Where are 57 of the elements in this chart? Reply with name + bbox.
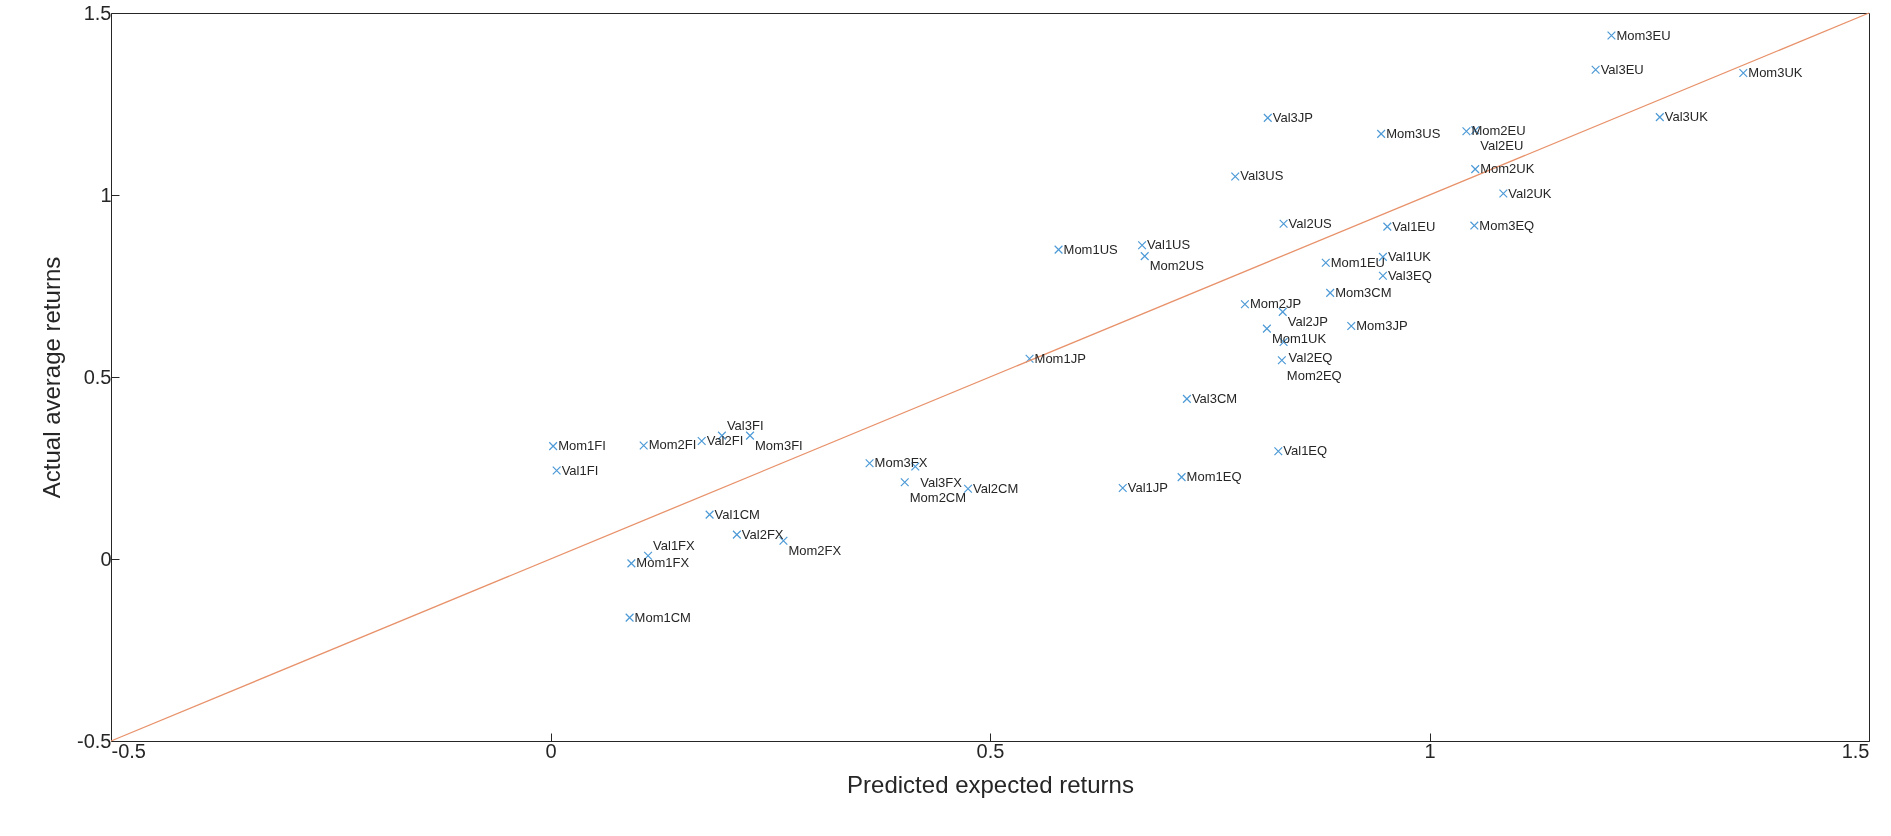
annotation: Mom3US bbox=[1386, 125, 1441, 141]
annotation: Mom3JP bbox=[1356, 318, 1408, 334]
annotation: Val1FX bbox=[653, 537, 696, 553]
annotation: Mom1US bbox=[1063, 241, 1119, 257]
annotation: Val3FI bbox=[726, 417, 764, 433]
annotation: Mom2EU bbox=[1471, 123, 1526, 139]
annotation: Val2FX bbox=[741, 526, 784, 542]
annotation: Val3EU bbox=[1600, 61, 1644, 77]
annotation: Val3UK bbox=[1664, 109, 1709, 125]
annotation: Mom3CM bbox=[1335, 284, 1392, 300]
x-axis-title: Predicted expected returns bbox=[847, 770, 1134, 798]
annotation: Mom1CM bbox=[634, 609, 691, 625]
annotation: Mom2EQ bbox=[1286, 368, 1342, 384]
annotation: Mom1EU bbox=[1330, 254, 1385, 270]
annotation: Val2JP bbox=[1287, 313, 1328, 329]
annotation: Val2US bbox=[1288, 215, 1333, 231]
annotation: Mom1UK bbox=[1271, 330, 1327, 346]
annotation: Val2EU bbox=[1480, 138, 1524, 154]
annotation: Mom3FX bbox=[874, 455, 928, 471]
y-tick-label: 0 bbox=[100, 547, 112, 570]
annotation: Val1EU bbox=[1392, 218, 1436, 234]
y-tick-label: 0.5 bbox=[83, 365, 112, 388]
annotation: Mom3FI bbox=[755, 437, 803, 453]
annotation: Mom2CM bbox=[909, 490, 967, 506]
annotation: Mom1FX bbox=[636, 555, 690, 571]
annotation: Mom1JP bbox=[1034, 350, 1086, 366]
x-tick-label: 0.5 bbox=[976, 739, 1005, 762]
x-tick-label: 0 bbox=[545, 739, 557, 762]
annotation: Mom1EQ bbox=[1186, 469, 1242, 485]
annotation: Val3CM bbox=[1191, 390, 1238, 406]
annotation: Val2CM bbox=[973, 480, 1019, 496]
annotation: Val1CM bbox=[714, 506, 760, 522]
annotation: Val3JP bbox=[1272, 109, 1313, 125]
annotation: Val2UK bbox=[1508, 185, 1552, 201]
annotation: Val3US bbox=[1240, 168, 1284, 184]
annotation: Val1FI bbox=[561, 462, 599, 478]
y-tick-label: 1 bbox=[100, 183, 112, 206]
annotation: Mom2FI bbox=[648, 437, 697, 453]
y-axis-title: Actual average returns bbox=[38, 256, 66, 499]
annotation: Mom3UK bbox=[1748, 65, 1803, 81]
annotation: Val1US bbox=[1147, 237, 1191, 253]
annotation: Mom2JP bbox=[1249, 296, 1302, 312]
annotation: Val1UK bbox=[1387, 248, 1432, 264]
y-tick-label: 1.5 bbox=[83, 1, 112, 24]
annotation: Mom3EQ bbox=[1479, 217, 1535, 233]
annotation: Val3FX bbox=[920, 474, 963, 490]
annotation: Val2EQ bbox=[1288, 350, 1333, 366]
annotation: Mom3EU bbox=[1616, 27, 1671, 43]
annotation: Val1JP bbox=[1127, 480, 1168, 496]
annotation: Val2FI bbox=[706, 433, 744, 449]
annotation: Val1EQ bbox=[1283, 443, 1328, 459]
x-tick-label: 1.5 bbox=[1841, 739, 1870, 762]
annotation: Val3EQ bbox=[1387, 267, 1432, 283]
annotation: Mom1FI bbox=[558, 438, 606, 454]
annotation: Mom2US bbox=[1149, 258, 1205, 274]
x-tick-label: 1 bbox=[1424, 739, 1436, 762]
annotation: Mom2FX bbox=[788, 542, 842, 558]
